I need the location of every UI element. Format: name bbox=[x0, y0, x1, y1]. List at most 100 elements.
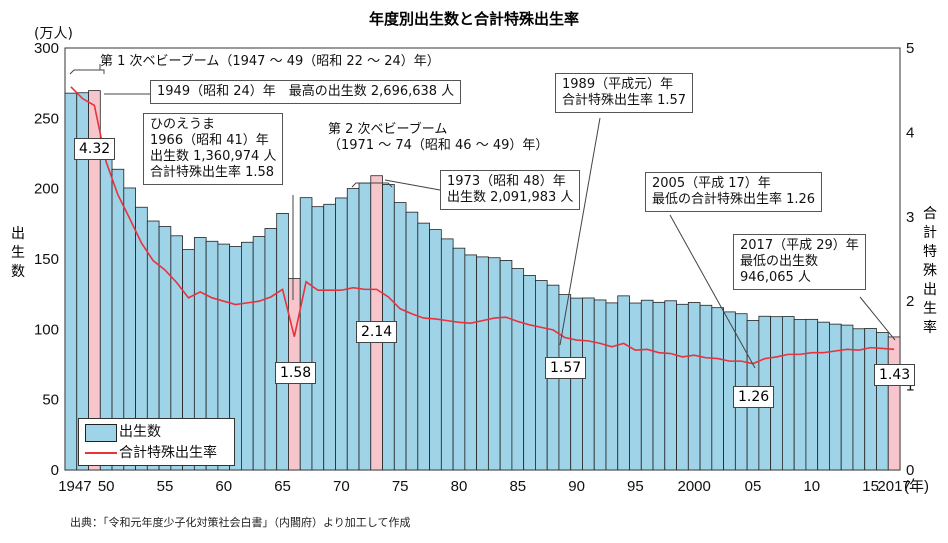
x-tick-label: 55 bbox=[157, 478, 174, 495]
bar-1978 bbox=[429, 229, 442, 471]
legend-line-swatch bbox=[85, 452, 117, 454]
y2-axis-label: 合計特殊出生率 bbox=[923, 206, 937, 336]
y2-tick-label: 0 bbox=[906, 462, 914, 479]
x-tick-label: 85 bbox=[509, 478, 526, 495]
x-tick-label: 90 bbox=[568, 478, 585, 495]
line: ひのえうま bbox=[150, 117, 216, 132]
leader-2017 bbox=[859, 296, 896, 341]
bar-1992 bbox=[593, 299, 607, 471]
leader-1989 bbox=[559, 117, 601, 346]
bar-1979 bbox=[440, 238, 454, 471]
bar-2016 bbox=[876, 332, 889, 471]
bar-2000 bbox=[687, 302, 701, 471]
legend-line-label: 合計特殊出生率 bbox=[119, 445, 217, 461]
annotation-boom1: 第 1 次ベビーブーム（1947 ～ 49（昭和 22 ～ 24）年） bbox=[100, 54, 440, 69]
x-tick-label: 15 bbox=[862, 478, 879, 495]
line: 出生数 2,091,983 人 bbox=[447, 190, 574, 205]
x-unit: (年) bbox=[904, 478, 929, 495]
boom2-bracket bbox=[351, 182, 393, 188]
legend: 出生数 合計特殊出生率 bbox=[78, 418, 235, 466]
bar-1965 bbox=[276, 213, 289, 471]
bar-1980 bbox=[452, 247, 466, 471]
bar-1997 bbox=[652, 301, 666, 471]
data-label-1973: 2.14 bbox=[356, 321, 398, 343]
y-tick-label: 150 bbox=[34, 251, 59, 268]
data-label-1989: 1.57 bbox=[545, 357, 587, 379]
bar-1995 bbox=[629, 302, 642, 471]
bar-1964 bbox=[264, 228, 278, 471]
y-axis-label: 出生数 bbox=[11, 226, 25, 280]
y-tick-label: 300 bbox=[34, 40, 59, 57]
bar-2015 bbox=[864, 328, 877, 471]
x-tick-label: 50 bbox=[98, 478, 115, 495]
chart-title: 年度別出生数と合計特殊出生率 bbox=[368, 10, 579, 28]
data-label-1966: 1.58 bbox=[275, 362, 317, 384]
bar-1963 bbox=[252, 236, 266, 471]
bar-1999 bbox=[676, 303, 689, 471]
bar-1976 bbox=[405, 211, 419, 471]
x-tick-label: 05 bbox=[745, 478, 762, 495]
annotation-1989: 1989（平成元）年 合計特殊出生率 1.57 bbox=[555, 73, 694, 113]
line: 2005（平成 17）年 bbox=[652, 176, 771, 191]
line: 合計特殊出生率 1.58 bbox=[150, 165, 275, 180]
boom1-bracket bbox=[69, 64, 105, 75]
bar-2013 bbox=[840, 324, 854, 471]
data-label-2005: 1.26 bbox=[733, 386, 775, 408]
line: 第 2 次ベビーブーム bbox=[328, 122, 448, 137]
bar-2001 bbox=[699, 304, 713, 471]
line: 最低の合計特殊出生率 1.26 bbox=[652, 192, 816, 207]
leader-2005 bbox=[669, 214, 756, 369]
x-tick-label: 80 bbox=[451, 478, 468, 495]
bar-1990 bbox=[570, 297, 583, 471]
bar-2008 bbox=[781, 316, 795, 471]
y2-tick-label: 1 bbox=[906, 378, 914, 395]
x-tick-label: 1947 bbox=[58, 478, 91, 495]
bar-1982 bbox=[476, 256, 489, 471]
x-tick-label: 70 bbox=[333, 478, 350, 495]
line: （1971 ～ 74（昭和 46 ～ 49）年） bbox=[328, 138, 549, 153]
source-note: 出典：「令和元年度少子化対策社会白書」（内閣府）より加工して作成 bbox=[70, 516, 411, 529]
y-tick-label: 250 bbox=[34, 110, 59, 127]
annotation-hinoeuma: ひのえうま 1966（昭和 41）年 出生数 1,360,974 人 合計特殊出… bbox=[143, 113, 284, 185]
bar-2002 bbox=[711, 307, 724, 471]
y2-tick-label: 3 bbox=[906, 209, 914, 226]
line: 1973（昭和 48）年 bbox=[447, 174, 566, 189]
line: 最低の出生数 bbox=[740, 254, 819, 269]
bar-1996 bbox=[640, 299, 654, 471]
x-tick-label: 2017 bbox=[877, 478, 910, 495]
annotation-max1949: 1949（昭和 24）年 最高の出生数 2,696,638 人 bbox=[150, 80, 462, 104]
y-tick-label: 0 bbox=[51, 462, 59, 479]
bar-1985 bbox=[511, 268, 525, 471]
y-tick-label: 200 bbox=[34, 181, 59, 198]
bar-1984 bbox=[499, 260, 513, 471]
bar-1967 bbox=[299, 197, 313, 471]
x-tick-label: 60 bbox=[215, 478, 232, 495]
data-label-2017: 1.43 bbox=[874, 364, 916, 386]
annotation-2005: 2005（平成 17）年 最低の合計特殊出生率 1.26 bbox=[645, 172, 823, 212]
bar-1981 bbox=[464, 254, 478, 471]
bar-1993 bbox=[605, 302, 619, 471]
line: 出生数 1,360,974 人 bbox=[150, 149, 277, 164]
bar-1986 bbox=[523, 275, 536, 471]
tfr-line bbox=[70, 86, 895, 365]
bar-2012 bbox=[829, 323, 842, 471]
bar-1977 bbox=[417, 222, 430, 471]
y2-tick-label: 4 bbox=[906, 124, 914, 141]
line: 1989（平成元）年 bbox=[562, 77, 674, 92]
y2-tick-label: 2 bbox=[906, 293, 914, 310]
annotation-2017: 2017（平成 29）年 最低の出生数 946,065 人 bbox=[733, 234, 866, 290]
data-label-1949: 4.32 bbox=[74, 138, 116, 160]
bar-2009 bbox=[793, 319, 807, 471]
bar-1968 bbox=[311, 206, 325, 471]
bar-1991 bbox=[582, 297, 595, 471]
bar-1962 bbox=[241, 241, 254, 471]
y-tick-label: 50 bbox=[42, 392, 59, 409]
x-tick-label: 10 bbox=[803, 478, 820, 495]
legend-bar-swatch bbox=[85, 424, 117, 442]
line: 946,065 人 bbox=[740, 270, 811, 285]
line: 1966（昭和 41）年 bbox=[150, 133, 269, 148]
x-tick-label: 95 bbox=[627, 478, 644, 495]
bar-2011 bbox=[817, 321, 830, 471]
bar-2017 bbox=[887, 336, 901, 471]
